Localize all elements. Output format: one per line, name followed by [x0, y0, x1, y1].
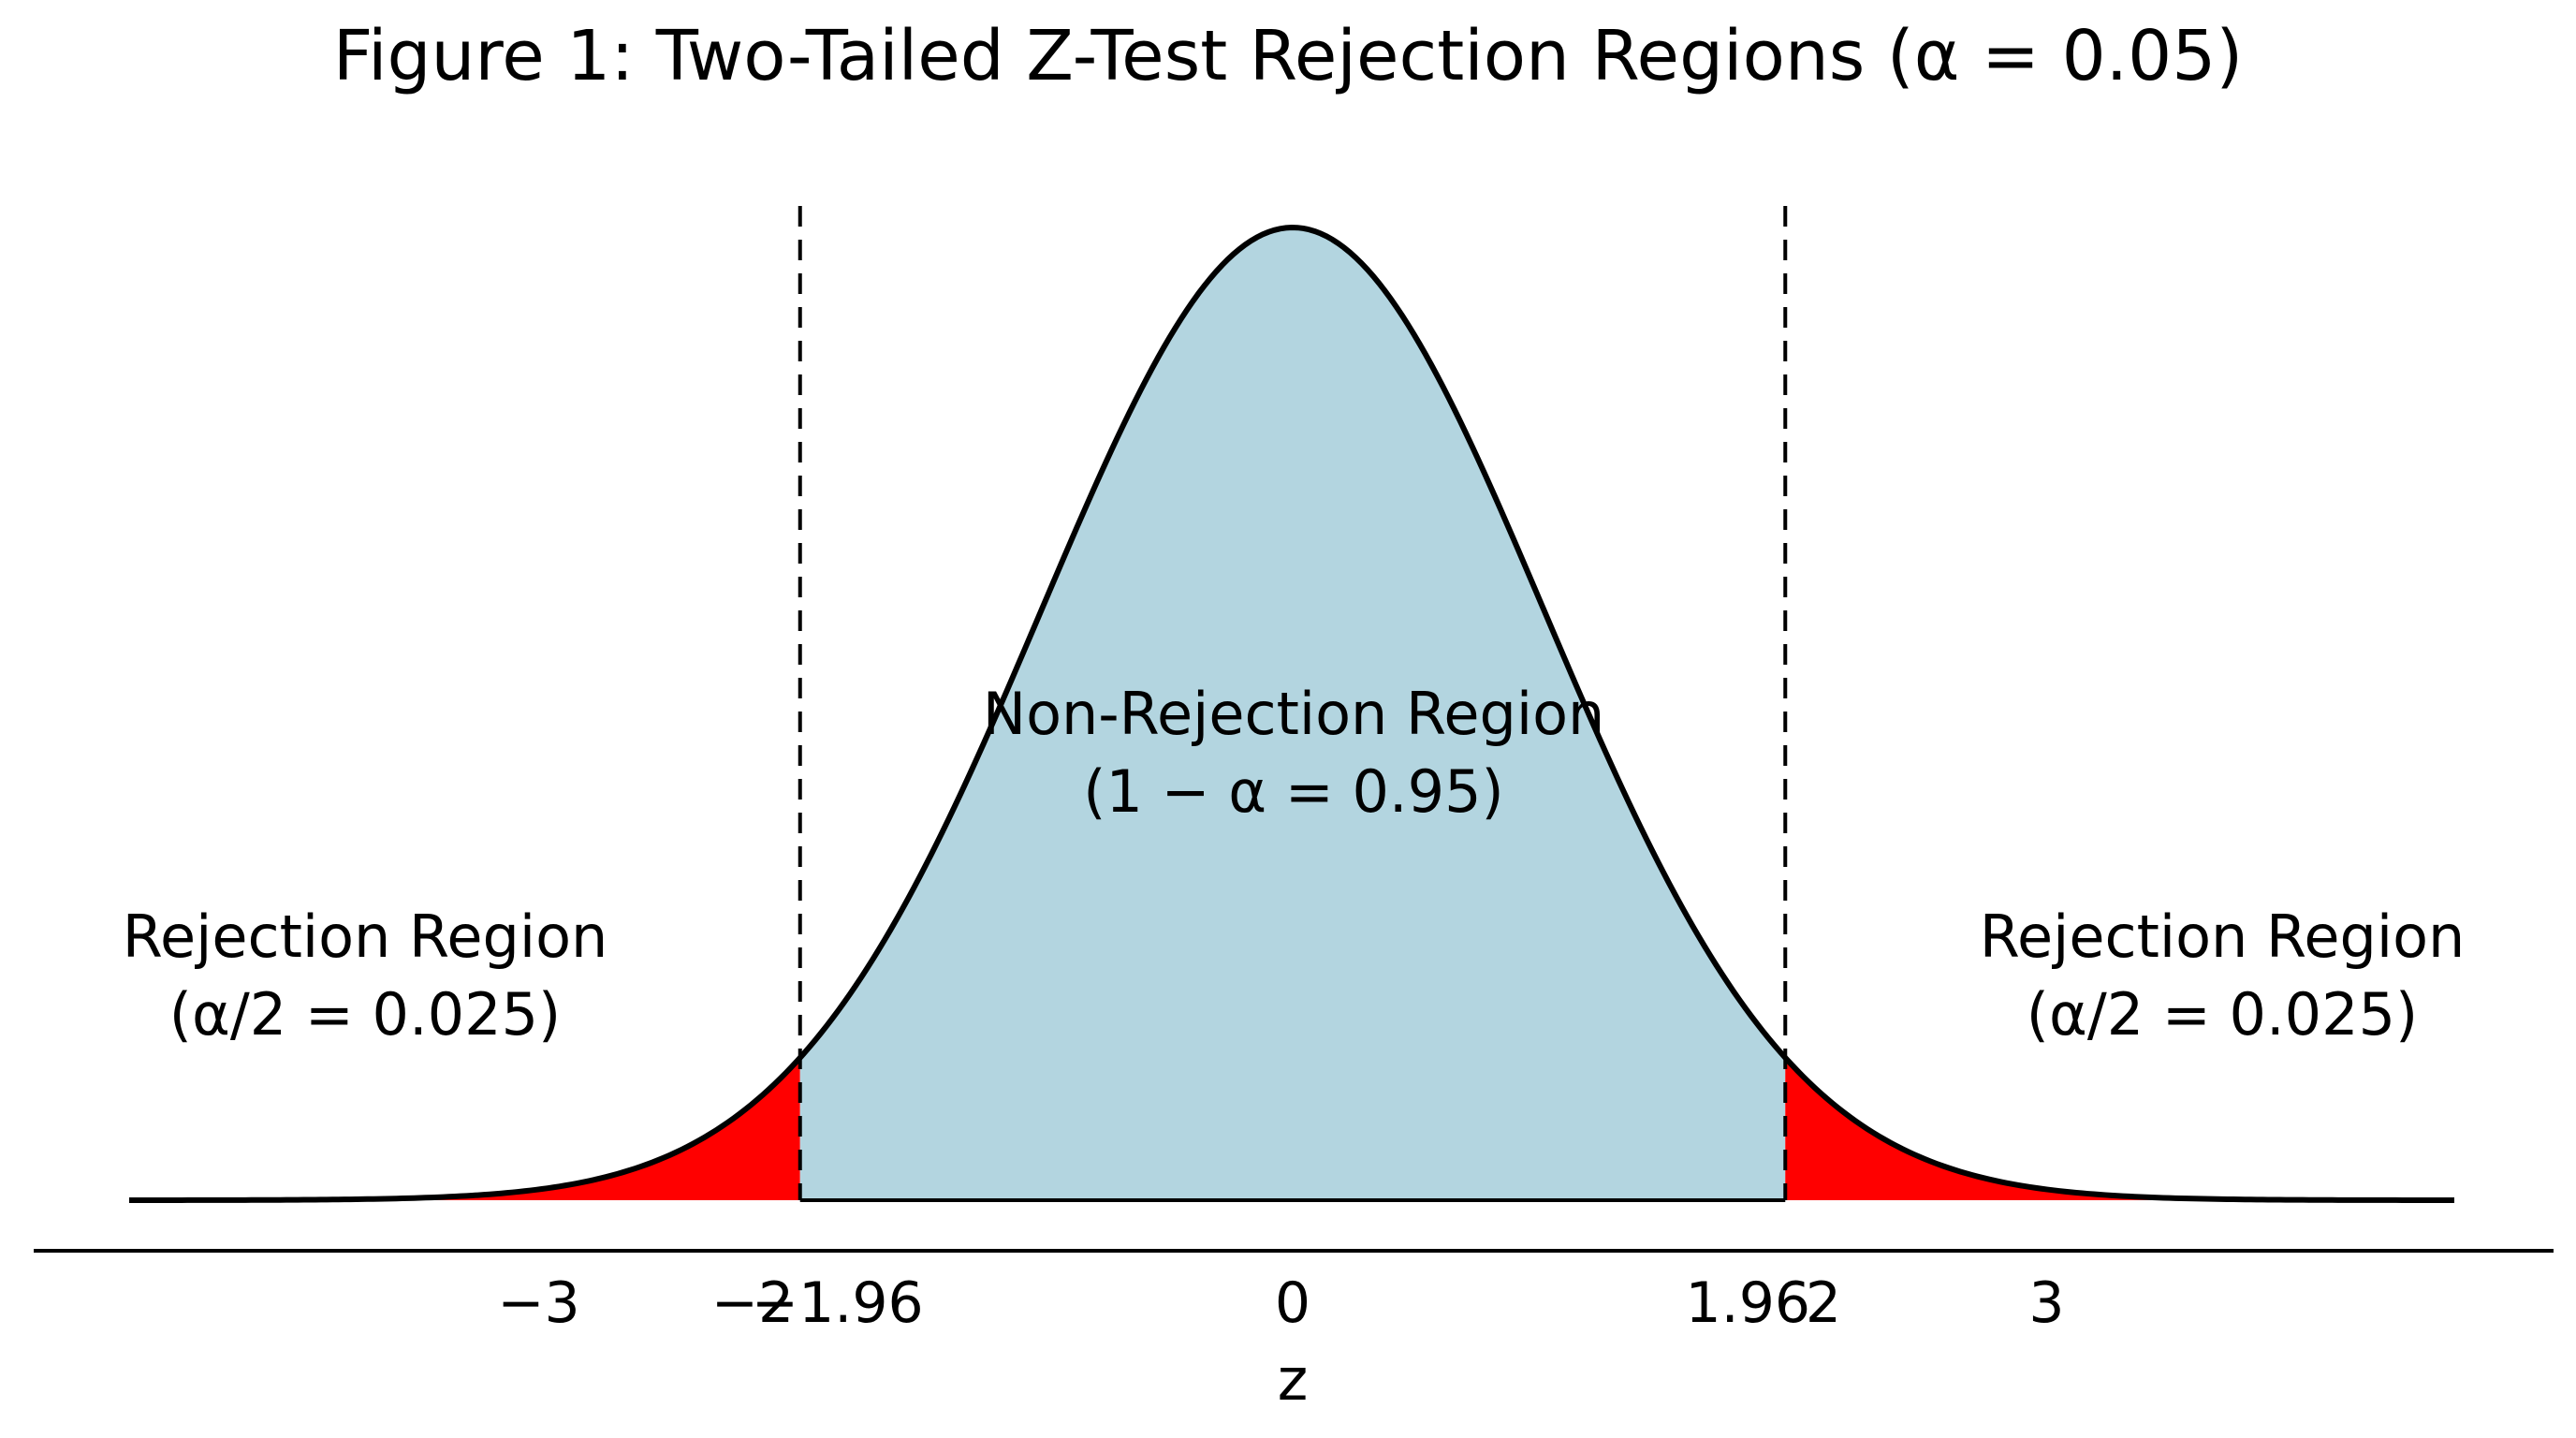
x-tick-labels: −3 −2−1.96 0 1.962 3 — [497, 1270, 2064, 1336]
right-region-label-line1: Rejection Region — [1980, 902, 2466, 971]
x-tick-label: 2 — [1806, 1270, 1841, 1336]
density-curve — [128, 225, 2455, 1203]
x-tick-label: −3 — [497, 1270, 579, 1336]
middle-region-label-line2: (1 − α = 0.95) — [1083, 757, 1503, 826]
x-tick-label: 1.96 — [1685, 1270, 1810, 1336]
non-rejection-region — [799, 227, 1786, 1200]
x-tick-label: −2 — [711, 1270, 794, 1336]
x-axis-label: z — [1278, 1345, 1309, 1414]
right-rejection-region — [1785, 1057, 2454, 1200]
left-region-label-line1: Rejection Region — [123, 902, 608, 971]
left-region-label-line2: (α/2 = 0.025) — [169, 980, 561, 1049]
middle-region-label-line1: Non-Rejection Region — [983, 680, 1605, 748]
x-tick-label: 0 — [1275, 1270, 1310, 1336]
x-tick-label: 3 — [2028, 1270, 2064, 1336]
left-rejection-region — [129, 1057, 800, 1200]
chart-title: Figure 1: Two-Tailed Z-Test Rejection Re… — [333, 16, 2243, 96]
right-region-label-line2: (α/2 = 0.025) — [2027, 980, 2418, 1049]
x-tick-label: −1.96 — [752, 1270, 924, 1336]
